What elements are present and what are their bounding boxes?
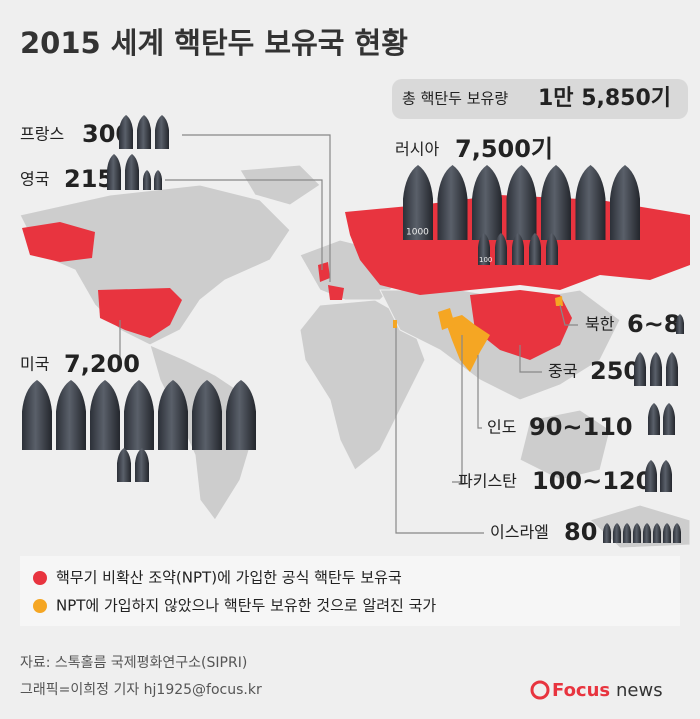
logo-suffix: news (616, 680, 663, 701)
country-name: 미국 (20, 355, 49, 374)
missile-icon (495, 233, 507, 265)
missile-icon (22, 380, 52, 450)
missile-icon (633, 523, 641, 543)
country-name: 프랑스 (20, 125, 64, 144)
logo: Focus (552, 680, 610, 701)
missile-icon (403, 165, 433, 240)
country-name: 러시아 (395, 140, 439, 159)
missile-icon (117, 448, 131, 482)
leader-lines (119, 134, 578, 534)
legend-text: NPT에 가입하지 않았으나 핵탄두 보유한 것으로 알려진 국가 (56, 597, 436, 615)
missile-icon (650, 352, 662, 386)
missile-label: 1000 (406, 228, 429, 238)
missile-icon (634, 352, 646, 386)
alaska (22, 222, 95, 262)
missile-icon (56, 380, 86, 450)
title: 2015 세계 핵탄두 보유국 현황 (20, 26, 408, 60)
country-value: 90~110 (529, 413, 633, 441)
missile-label: 100 (479, 256, 492, 264)
missile-icon (155, 115, 169, 149)
missile-icon (660, 460, 672, 492)
missile-icon (125, 154, 139, 190)
missile-icon (226, 380, 256, 450)
missile-icon (529, 233, 541, 265)
missile-icon (653, 523, 661, 543)
country-name: 이스라엘 (490, 523, 549, 542)
country-value: 100~120 (532, 467, 652, 495)
missile-icon (603, 523, 611, 543)
missile-icon (673, 523, 681, 543)
missile-icon (645, 460, 657, 492)
missiles: 1000 100 (22, 115, 684, 543)
legend-box (20, 556, 680, 626)
usa-region (98, 288, 182, 338)
country-value: 215 (64, 165, 114, 193)
missile-icon (90, 380, 120, 450)
missile-icon (643, 523, 651, 543)
country-name: 파키스탄 (458, 472, 517, 491)
missile-icon (124, 380, 154, 450)
missile-icon (158, 380, 188, 450)
legend: 핵무기 비확산 조약(NPT)에 가입한 공식 핵탄두 보유국 NPT에 가입하지… (33, 569, 436, 615)
country-value: 80 (564, 518, 597, 546)
total-box (392, 79, 688, 119)
source: 자료: 스톡홀름 국제평화연구소(SIPRI) (20, 655, 247, 671)
missile-icon (663, 523, 671, 543)
total-label: 총 핵탄두 보유량 (402, 90, 508, 108)
country-name: 북한 (585, 315, 615, 334)
missile-icon (663, 403, 675, 435)
missile-icon (613, 523, 621, 543)
missile-icon (575, 165, 606, 240)
country-value: 7,200 (64, 350, 140, 378)
missile-icon (506, 165, 537, 240)
missile-icon (478, 233, 490, 265)
missile-icon (676, 314, 684, 334)
country-name: 중국 (548, 362, 577, 381)
country-value: 7,500기 (455, 135, 553, 163)
china-region (470, 290, 572, 360)
europe-region (318, 262, 344, 300)
missile-icon (143, 170, 151, 190)
missile-icon (512, 233, 524, 265)
missile-icon (192, 380, 222, 450)
country-value: 250 (590, 357, 640, 385)
nk-region (555, 296, 563, 306)
legend-text: 핵무기 비확산 조약(NPT)에 가입한 공식 핵탄두 보유국 (56, 569, 402, 587)
missile-icon (648, 403, 660, 435)
credit: 그래픽=이희정 기자 hj1925@focus.kr (20, 682, 262, 698)
country-name: 영국 (20, 170, 49, 189)
missile-icon (623, 523, 631, 543)
missile-icon (107, 154, 121, 190)
logo-mark (530, 680, 550, 700)
country-name: 인도 (487, 418, 516, 437)
israel-region (393, 320, 397, 328)
missile-icon (135, 448, 149, 482)
missile-icon (610, 165, 640, 240)
missile-icon (154, 170, 162, 190)
missile-icon (119, 115, 133, 149)
total-value: 1만 5,850기 (538, 86, 671, 111)
missile-icon (137, 115, 151, 149)
pakistan-region (438, 308, 455, 330)
missile-icon (541, 165, 571, 240)
india-region (445, 315, 490, 372)
legend-dot (33, 571, 47, 585)
legend-dot (33, 599, 47, 613)
missile-icon (472, 165, 502, 240)
missile-icon (546, 233, 558, 265)
country-value: 6~8 (627, 310, 681, 338)
missile-icon (437, 165, 468, 240)
missile-icon (666, 352, 678, 386)
